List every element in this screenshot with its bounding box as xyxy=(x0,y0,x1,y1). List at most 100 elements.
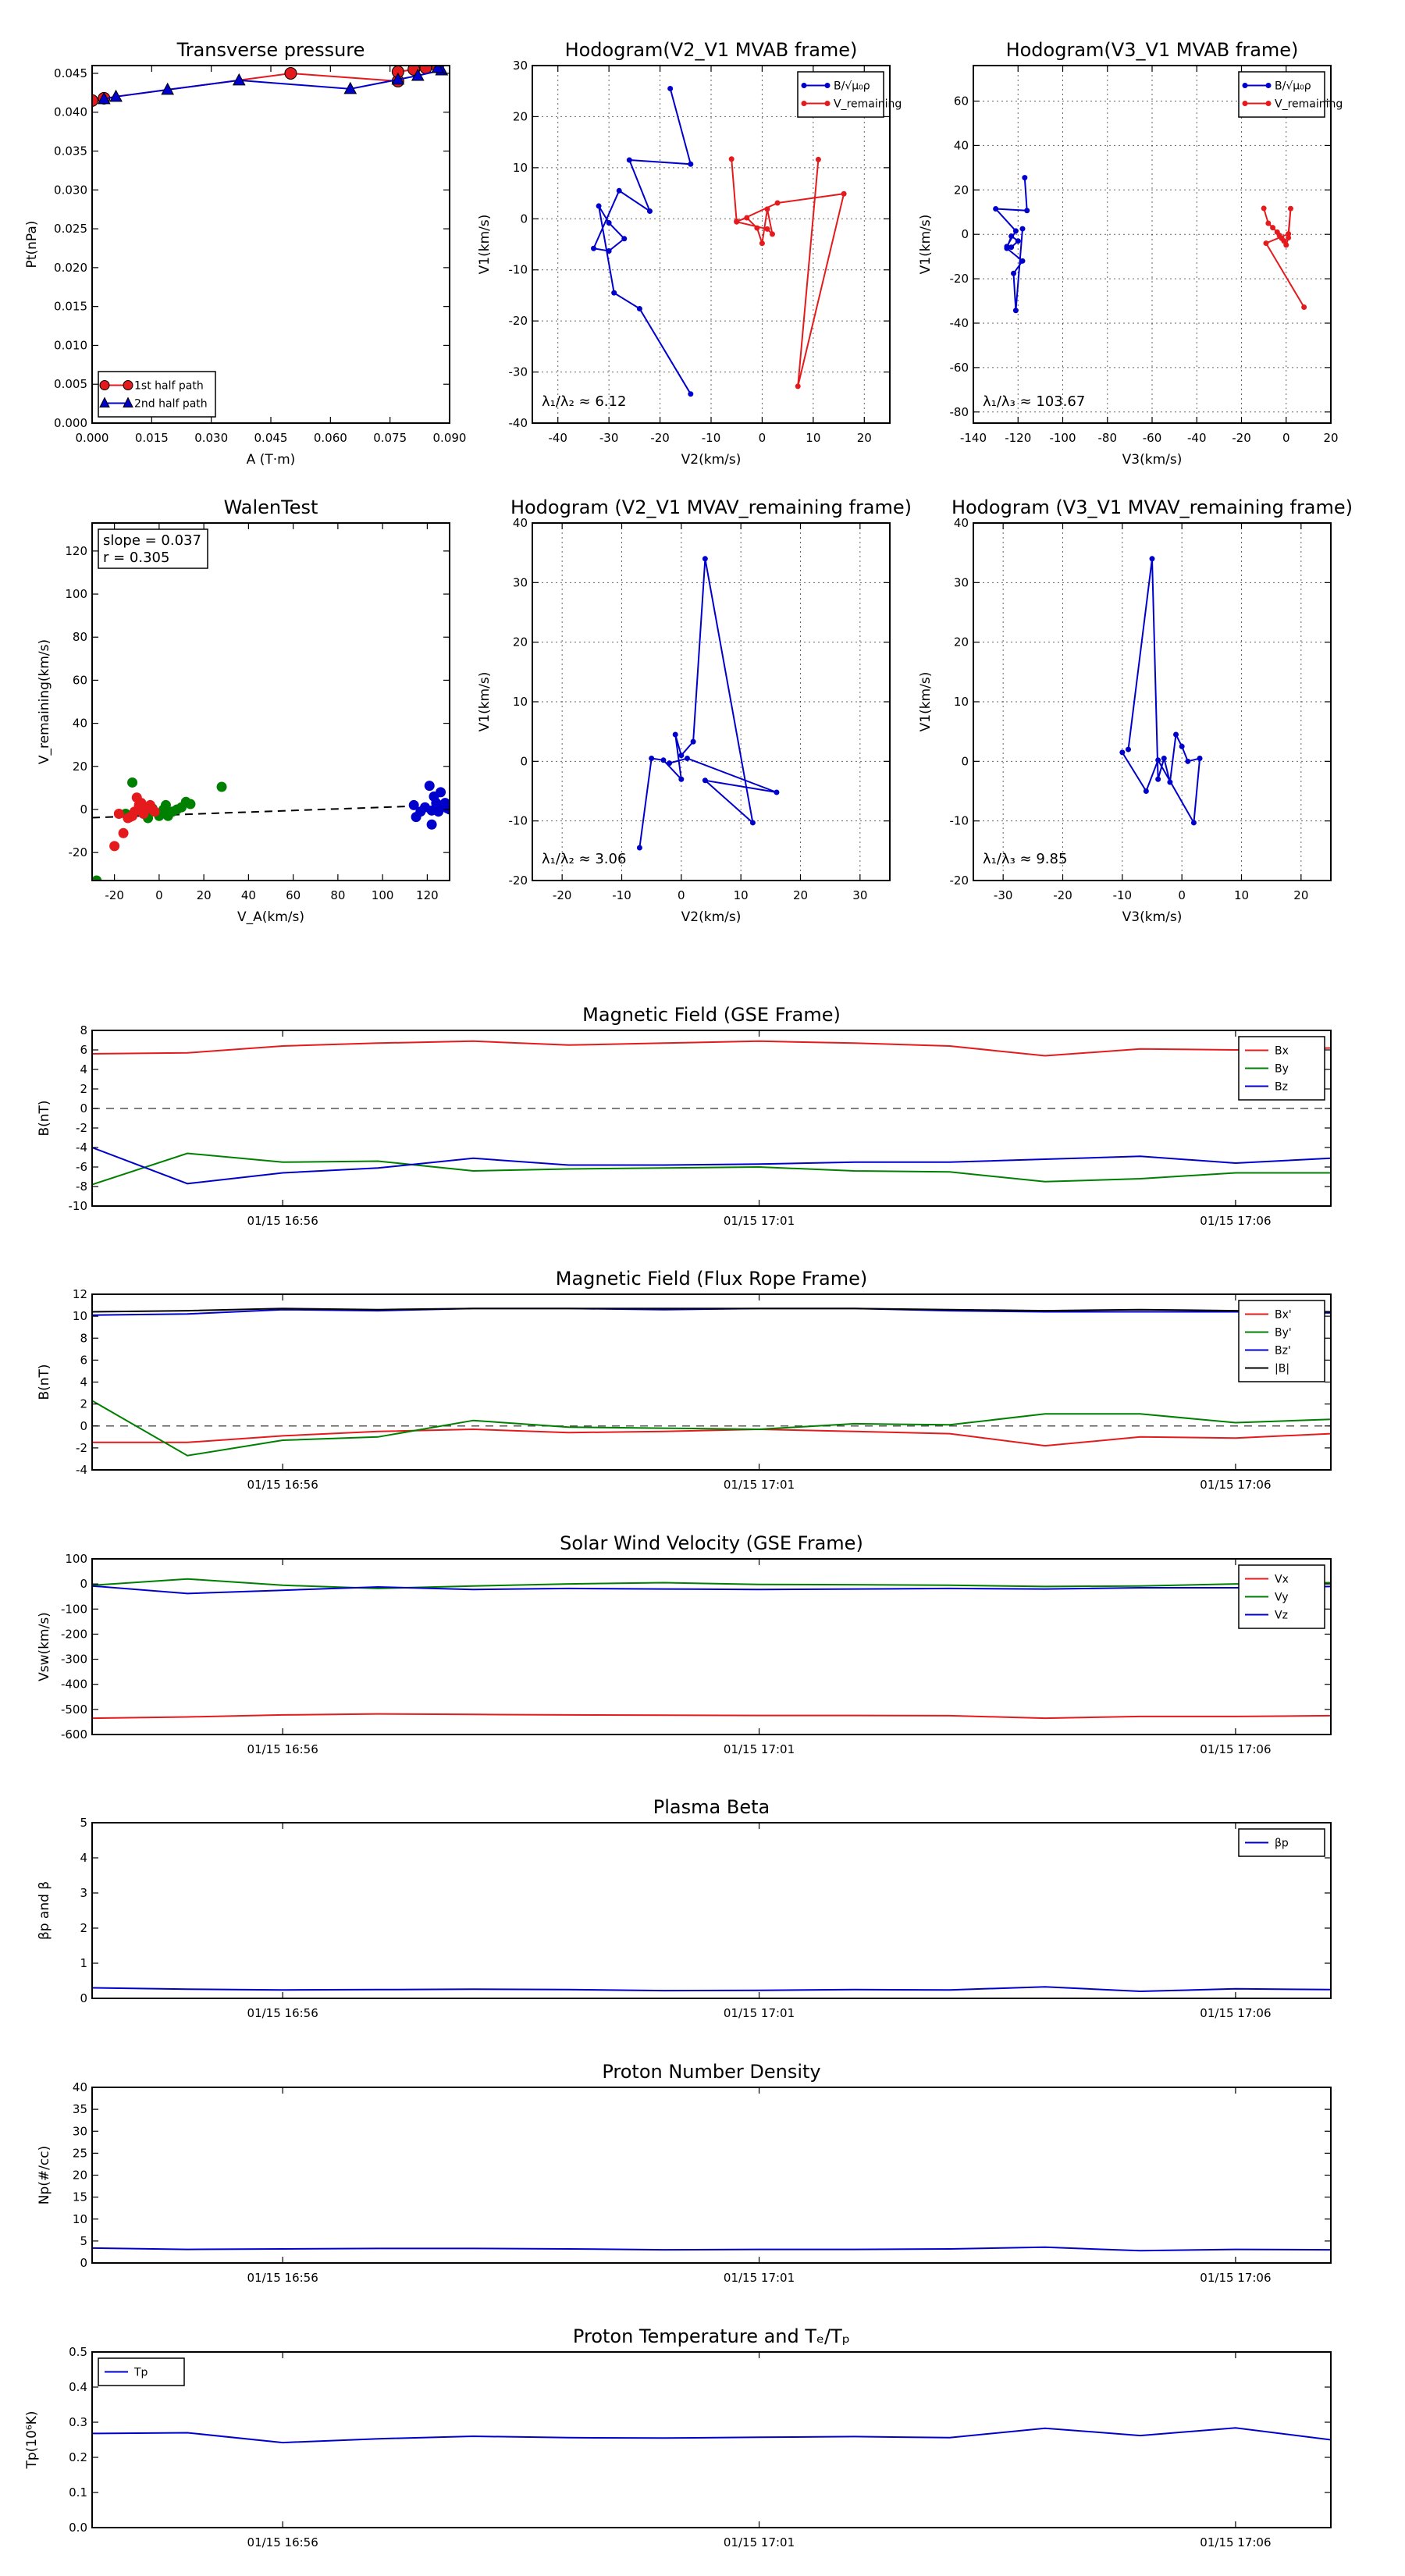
plot-area xyxy=(993,175,1307,314)
chart-h1: Hodogram(V2_V1 MVAB frame) -40 -30 -20 -10 0 1… xyxy=(477,39,902,468)
x-tick-label: 01/15 17:01 xyxy=(724,1742,795,1756)
y-tick-label: -40 xyxy=(509,416,528,430)
y-tick-label: -10 xyxy=(509,814,528,828)
data-point xyxy=(649,756,655,762)
series--p-line xyxy=(92,1986,1331,1993)
y-tick-label: 20 xyxy=(513,109,528,123)
annotation: r = 0.305 xyxy=(103,550,169,566)
x-tick-label: -30 xyxy=(994,888,1013,902)
chart-ts1: Magnetic Field (GSE Frame) -10 -8 -6 -4 -2 0 2 4… xyxy=(37,1004,1332,1228)
y-tick-label: 40 xyxy=(73,2080,87,2094)
data-point xyxy=(678,753,685,759)
legend-label: Vy xyxy=(1275,1592,1289,1604)
legend-marker xyxy=(123,380,133,390)
series--b--line xyxy=(92,1308,1331,1313)
x-tick-label: 01/15 16:56 xyxy=(247,2271,318,2285)
chart-title: Hodogram (V3_V1 MVAV_remaining frame) xyxy=(951,496,1353,518)
y-tick-label: -2 xyxy=(76,1121,87,1135)
plot-area xyxy=(92,1308,1331,1457)
x-tick-label: 0.060 xyxy=(314,431,347,445)
legend-marker xyxy=(1242,83,1248,88)
data-point xyxy=(684,756,690,762)
series-b--line xyxy=(994,177,1028,311)
x-tick-label: 0.090 xyxy=(433,431,467,445)
y-axis-label: Np(#/cc) xyxy=(37,2146,52,2204)
data-point xyxy=(1019,258,1026,264)
data-point xyxy=(1161,756,1167,762)
data-point xyxy=(1012,228,1019,234)
x-tick-label: 100 xyxy=(372,888,394,902)
y-tick-label: -40 xyxy=(950,316,969,330)
series-tp-line xyxy=(92,2427,1331,2444)
x-axis-label: V3(km/s) xyxy=(1122,452,1183,468)
y-tick-label: 30 xyxy=(513,575,528,589)
data-point xyxy=(636,305,642,311)
plot-area xyxy=(92,1040,1331,1186)
data-point xyxy=(1119,749,1126,756)
chart-title: Plasma Beta xyxy=(653,1796,770,1818)
y-tick-label: 8 xyxy=(80,1331,87,1345)
data-point xyxy=(109,89,123,102)
x-tick-label: 01/15 17:06 xyxy=(1200,1742,1271,1756)
x-tick-label: -40 xyxy=(1187,431,1207,445)
legend-label: B/√μ₀ρ xyxy=(834,80,870,93)
data-point xyxy=(770,231,776,237)
chart-h2: Hodogram(V3_V1 MVAB frame) -80 -60 -40 -20 0 2… xyxy=(918,39,1343,468)
x-axis-label: V_A(km/s) xyxy=(237,909,304,925)
legend-marker xyxy=(801,83,807,88)
y-tick-label: 0 xyxy=(80,1419,87,1433)
x-tick-label: 60 xyxy=(286,888,301,902)
y-tick-label: 0.0 xyxy=(69,2521,87,2535)
x-tick-label: 01/15 17:06 xyxy=(1200,2535,1271,2549)
y-tick-label: 2 xyxy=(80,1397,87,1411)
y-tick-label: 20 xyxy=(513,635,528,649)
data-point xyxy=(391,72,405,85)
y-tick-label: 120 xyxy=(65,544,87,558)
y-tick-label: 0.010 xyxy=(54,338,87,352)
legend-marker xyxy=(1265,101,1272,106)
data-point xyxy=(774,200,781,206)
x-tick-label: -120 xyxy=(1005,431,1031,445)
y-tick-label: 10 xyxy=(73,2212,87,2226)
y-tick-label: 0.020 xyxy=(54,261,87,275)
x-tick-label: 10 xyxy=(734,888,749,902)
y-tick-label: 20 xyxy=(73,760,87,774)
y-tick-label: -100 xyxy=(61,1602,87,1616)
x-tick-label: -20 xyxy=(105,888,124,902)
data-point xyxy=(621,236,628,242)
x-tick-label: 01/15 16:56 xyxy=(247,1478,318,1492)
data-point xyxy=(1263,240,1269,247)
data-point xyxy=(431,66,445,73)
chart-title: Magnetic Field (Flux Rope Frame) xyxy=(556,1268,867,1290)
y-axis-label: βp and β xyxy=(37,1881,52,1940)
data-point xyxy=(1261,205,1267,212)
x-tick-label: 0 xyxy=(678,888,685,902)
y-axis-label: B(nT) xyxy=(37,1100,52,1136)
y-tick-label: -60 xyxy=(950,361,969,375)
data-point xyxy=(1286,231,1292,237)
x-tick-label: -60 xyxy=(1143,431,1162,445)
y-tick-label: -4 xyxy=(76,1463,87,1477)
data-point xyxy=(993,205,999,212)
y-tick-label: 0 xyxy=(961,227,969,241)
x-tick-label: 01/15 17:01 xyxy=(724,1214,795,1228)
x-tick-label: 20 xyxy=(1293,888,1308,902)
y-tick-label: 0 xyxy=(80,1101,87,1115)
y-tick-label: 20 xyxy=(73,2169,87,2183)
data-point xyxy=(1179,743,1185,749)
data-point xyxy=(113,808,124,819)
data-point xyxy=(284,66,297,80)
data-point xyxy=(1270,225,1276,231)
series-by--line xyxy=(92,1400,1331,1457)
x-tick-label: 01/15 17:01 xyxy=(724,2535,795,2549)
y-tick-label: -10 xyxy=(509,263,528,277)
data-point xyxy=(774,789,780,795)
y-tick-label: -10 xyxy=(950,814,969,828)
y-tick-label: 0.000 xyxy=(54,416,87,430)
y-tick-label: -10 xyxy=(69,1199,88,1213)
series-1st-half-path-line xyxy=(92,66,438,101)
data-point xyxy=(127,777,138,788)
x-tick-label: 10 xyxy=(1234,888,1249,902)
data-point xyxy=(1019,226,1026,232)
plot-area xyxy=(92,2246,1331,2252)
